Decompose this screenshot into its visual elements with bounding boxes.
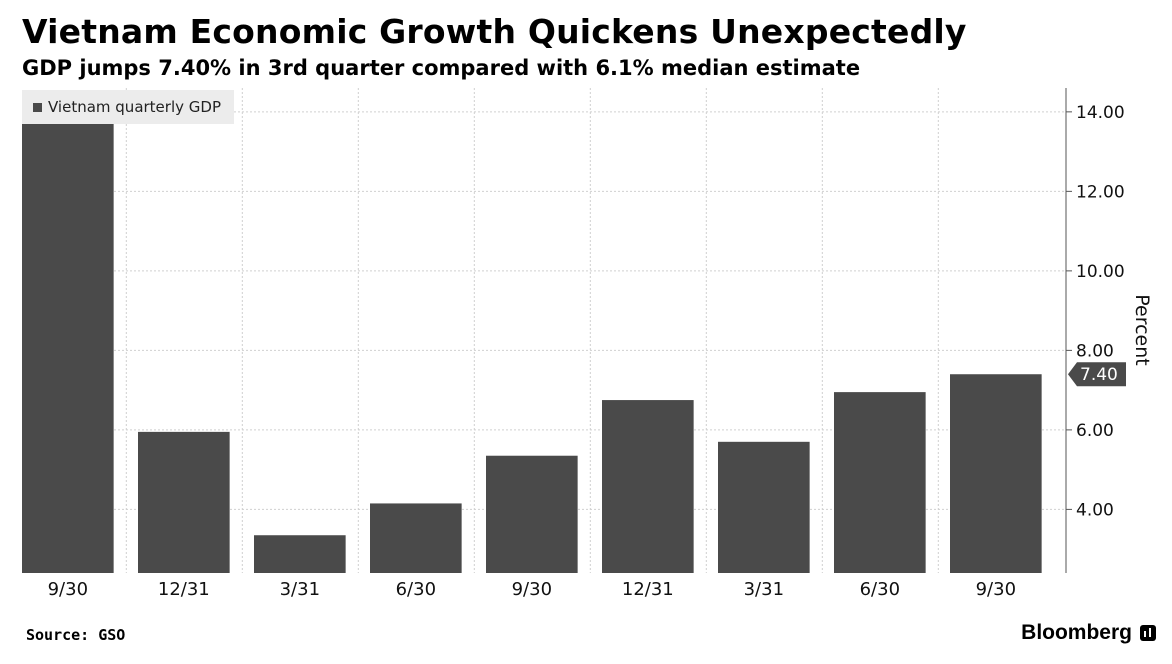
legend-swatch [33, 102, 42, 112]
last-value-badge [1068, 362, 1126, 387]
x-tick-label: 12/31 [158, 579, 210, 600]
bar [486, 455, 578, 573]
source-note: Source: GSO [26, 626, 126, 644]
bar [370, 503, 462, 573]
bar [254, 535, 346, 573]
x-tick-label: 6/30 [396, 579, 436, 600]
x-tick-label: 9/30 [512, 579, 552, 600]
chart-subtitle: GDP jumps 7.40% in 3rd quarter compared … [22, 56, 861, 80]
bar [950, 374, 1042, 573]
legend-label: Vietnam quarterly GDP [48, 98, 221, 116]
bars [22, 123, 1042, 573]
last-value-label: 7.40 [1080, 365, 1118, 385]
x-axis-labels: 9/30 12/31 3/31 6/30 9/30 12/31 3/31 6/30 9/30 [48, 579, 1016, 600]
brand-name: Bloomberg [1021, 621, 1132, 644]
y-tick-label: 14.00 [1076, 103, 1125, 123]
y-tick-label: 8.00 [1076, 341, 1114, 361]
x-tick-label: 3/31 [744, 579, 784, 600]
y-tick-label: 4.00 [1076, 500, 1114, 520]
y-tick-label: 6.00 [1076, 421, 1114, 441]
x-tick-label: 12/31 [622, 579, 674, 600]
y-axis-label: Percent [1131, 294, 1153, 366]
legend: Vietnam quarterly GDP [22, 90, 234, 124]
bloomberg-logo-icon [1140, 625, 1156, 641]
x-tick-label: 6/30 [860, 579, 900, 600]
x-tick-label: 9/30 [48, 579, 88, 600]
bar [22, 123, 114, 573]
brand-logo: Bloomberg [1021, 621, 1156, 645]
bar [718, 441, 810, 573]
y-tick-label: 12.00 [1076, 182, 1125, 202]
bar [138, 431, 230, 573]
bar [834, 392, 926, 573]
x-tick-label: 3/31 [280, 579, 320, 600]
bar [602, 400, 694, 573]
last-value-marker: 7.40 [1068, 362, 1126, 387]
chart-title: Vietnam Economic Growth Quickens Unexpec… [22, 12, 967, 51]
y-tick-label: 10.00 [1076, 262, 1125, 282]
y-axis: 4.00 6.00 8.00 10.00 12.00 14.00 Percent [1065, 88, 1153, 573]
x-tick-label: 9/30 [976, 579, 1016, 600]
